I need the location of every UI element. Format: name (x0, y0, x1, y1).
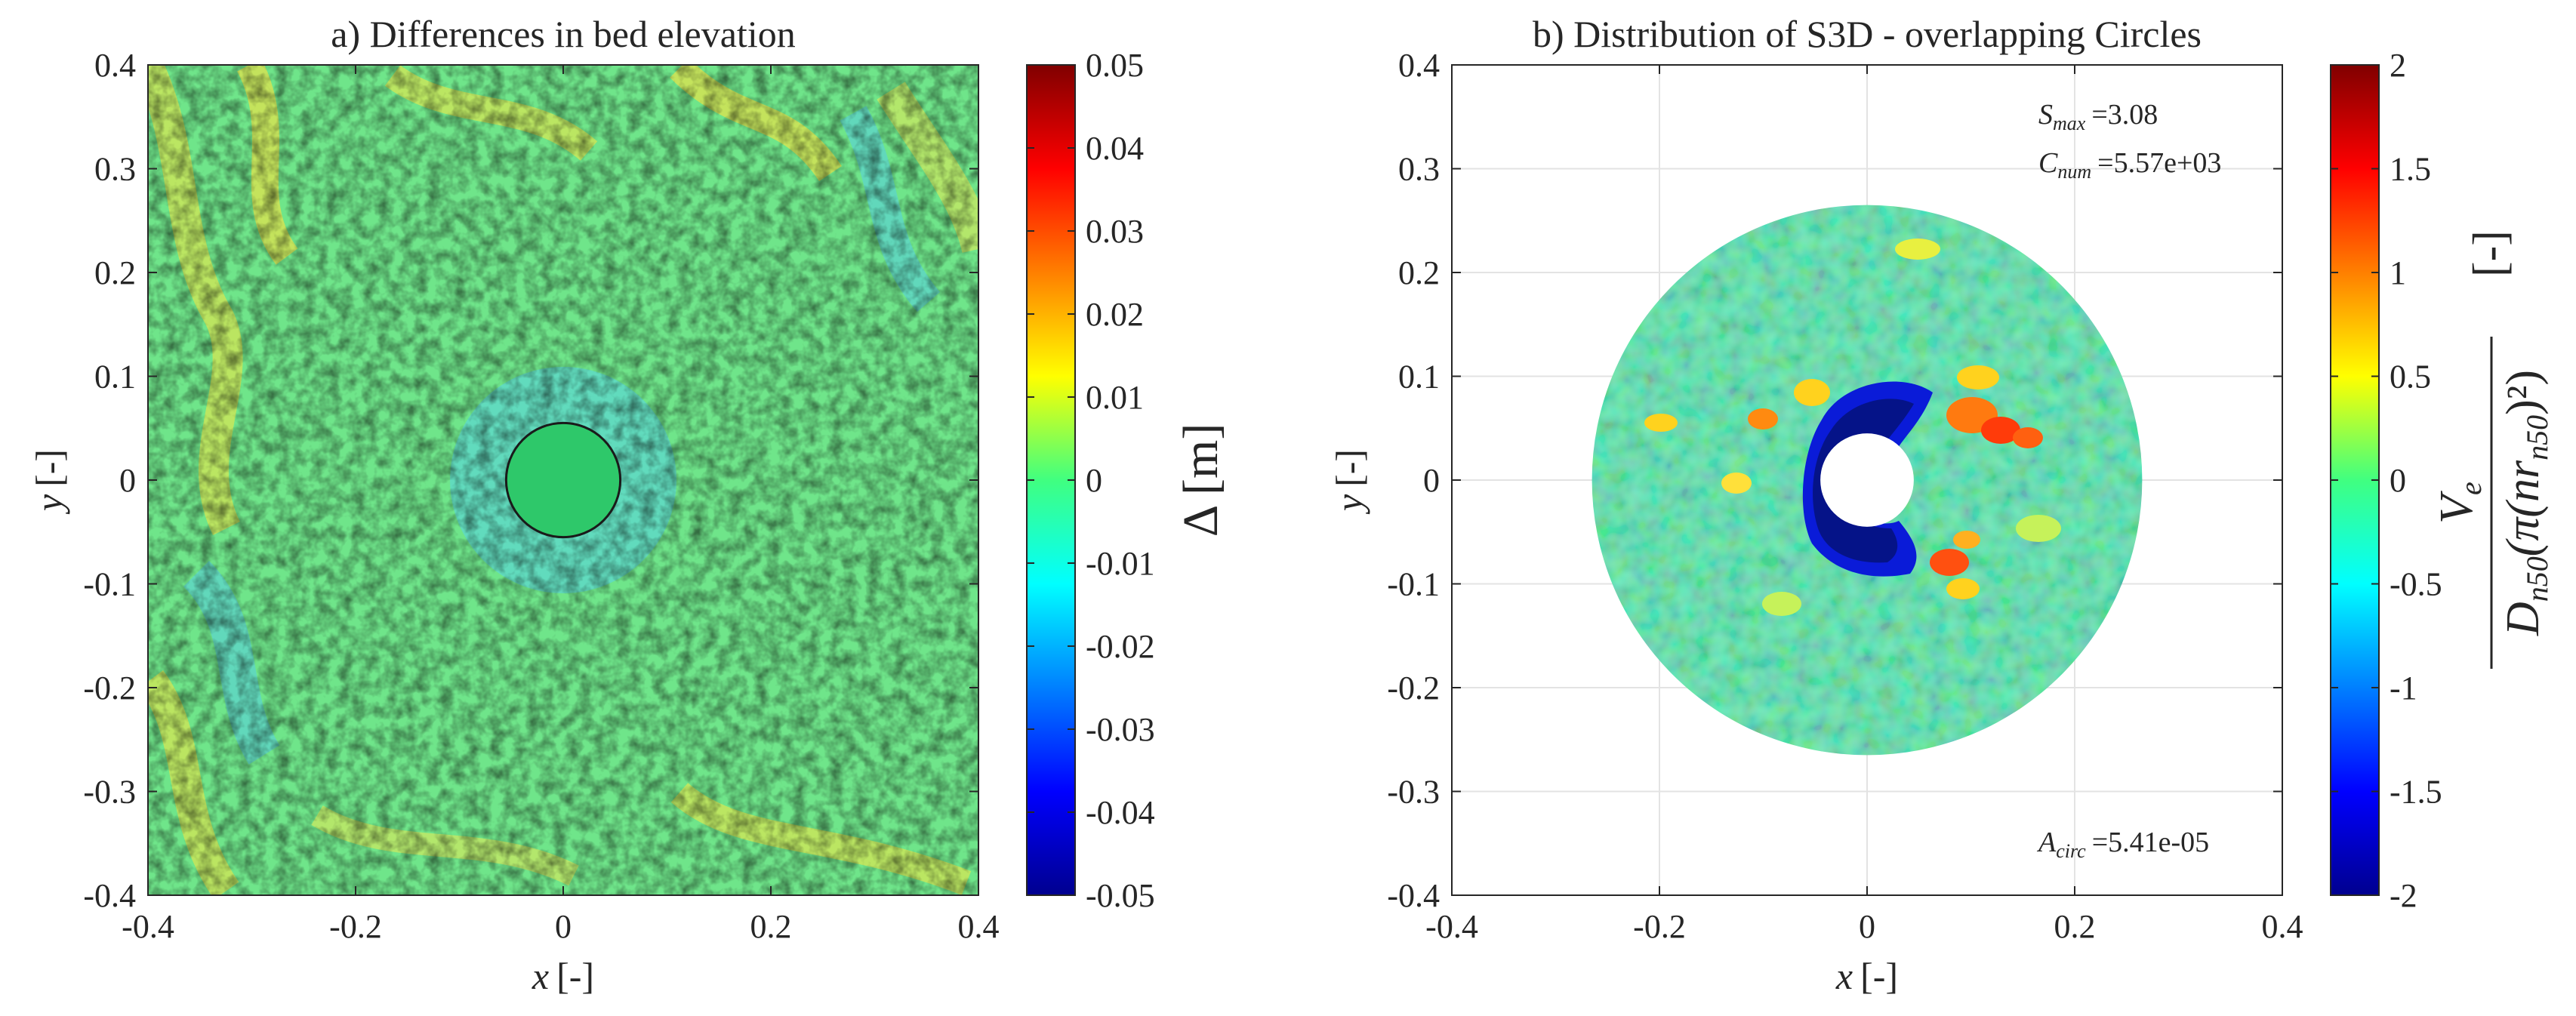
y-tick-label: 0.2 (94, 254, 136, 291)
y-tick-label: 0.3 (94, 151, 136, 188)
colorbar-tick-label: 0 (2390, 462, 2406, 499)
x-tick-label: 0.4 (958, 908, 1000, 945)
x-tick-label: 0.4 (2262, 908, 2303, 945)
y-tick-label: 0 (1423, 462, 1440, 499)
colorbar-tick-label: -0.02 (1086, 628, 1155, 665)
annotation-c-num: Cnum =5.57e+03 (2038, 147, 2221, 183)
y-tick-label: -0.2 (83, 670, 136, 707)
s3d-hotspots (1644, 239, 2061, 616)
colorbar-tick-label: 0.02 (1086, 296, 1144, 333)
y-tick-label: -0.4 (1387, 877, 1440, 914)
monopile (504, 421, 622, 539)
panel-b-ylabel: y[-] (1328, 449, 1370, 515)
y-tick-label: 0.2 (1398, 254, 1440, 291)
scour-deficit-core (1813, 399, 1914, 563)
x-tick-label: 0.2 (2054, 908, 2096, 945)
y-tick-label: -0.1 (83, 566, 136, 603)
panel-a-colorbar-label: Δ [m] (1173, 423, 1228, 537)
x-tick-label: -0.4 (122, 908, 174, 945)
colorbar-tick-label: 0.5 (2390, 359, 2431, 396)
y-tick-label: 0 (119, 462, 136, 499)
y-tick-label: -0.4 (83, 877, 136, 914)
deposition-patches (1748, 397, 2043, 576)
x-tick-label: -0.4 (1425, 908, 1478, 945)
panel-a-title: a) Differences in bed elevation (331, 13, 795, 55)
y-tick-label: -0.2 (1387, 670, 1440, 707)
panel-a-colorbar (1026, 64, 1076, 896)
x-tick-label: -0.2 (1633, 908, 1686, 945)
colorbar-tick-label: -0.05 (1086, 877, 1155, 914)
colorbar-tick-label: -0.01 (1086, 545, 1155, 582)
panel-a-xlabel: x [-] (532, 955, 594, 997)
y-tick-label: 0.1 (1398, 359, 1440, 396)
colorbar-tick-label: 0 (1086, 462, 1102, 499)
colorbar-tick-label: 1 (2390, 254, 2406, 291)
annotation-s-max: Smax =3.08 (2038, 99, 2158, 134)
panel-a: a) Differences in bed elevation -0.4 -0.2… (28, 13, 1228, 997)
panel-b-ticks: -0.4 -0.2 0 0.2 0.4 0.4 0.3 0.2 0.1 0 -0.1 -0.2 -0.3… (1387, 47, 2303, 945)
colorbar-label-numerator: Ve (2431, 482, 2488, 524)
y-tick-label: -0.1 (1387, 566, 1440, 603)
panel-a-ylabel: y[-] (28, 449, 70, 515)
colorbar-tick-label: -0.03 (1086, 711, 1155, 748)
monopile-hole (1820, 433, 1914, 527)
annotation-a-circ: Acirc =5.41e-05 (2036, 827, 2209, 862)
x-tick-label: -0.2 (329, 908, 382, 945)
panel-b-colorbar (2330, 64, 2380, 896)
y-tick-label: -0.3 (1387, 774, 1440, 811)
colorbar-tick-label: -1 (2390, 670, 2417, 707)
y-tick-label: 0.4 (1398, 47, 1440, 84)
panel-b-xlabel: x [-] (1835, 955, 1898, 997)
panel-b-colorbar-ticks: 2 1.5 1 0.5 0 -0.5 -1 -1.5 -2 (2331, 47, 2442, 914)
colorbar-tick-label: 0.04 (1086, 130, 1144, 167)
colorbar-tick-label: 0.05 (1086, 47, 1144, 84)
panel-b-field (1592, 205, 2143, 756)
x-tick-label: 0 (1859, 908, 1875, 945)
panel-a-colorbar-ticks: 0.05 0.04 0.03 0.02 0.01 0 -0.01 -0.02 -0.03 -0.0… (1027, 47, 1155, 914)
x-tick-label: 0.2 (750, 908, 792, 945)
colorbar-tick-label: 1.5 (2390, 151, 2431, 188)
panel-b-colorbar-label: Ve Dn50(π(nrn50)²) [-] (2431, 230, 2554, 669)
y-tick-label: 0.3 (1398, 151, 1440, 188)
colorbar-tick-label: 0.03 (1086, 213, 1144, 250)
colorbar-tick-label: -1.5 (2390, 774, 2442, 811)
colorbar-tick-label: -0.5 (2390, 566, 2442, 603)
panel-a-ticks: -0.4 -0.2 0 0.2 0.4 0.4 0.3 0.2 0.1 0 -0.1 -0.2 -0.3… (83, 47, 999, 945)
colorbar-tick-label: 0.01 (1086, 379, 1144, 416)
colorbar-tick-label: -0.04 (1086, 794, 1155, 831)
colorbar-label-denominator: Dn50(π(nrn50)²) (2497, 370, 2554, 636)
y-tick-label: 0.1 (94, 359, 136, 396)
colorbar-tick-label: 2 (2390, 47, 2406, 84)
y-tick-label: -0.3 (83, 774, 136, 811)
panel-b-title: b) Distribution of S3D - overlapping Cir… (1533, 13, 2202, 55)
panel-a-plot-area (148, 65, 978, 895)
x-tick-label: 0 (555, 908, 572, 945)
colorbar-tick-label: -2 (2390, 877, 2417, 914)
panel-b: b) Distribution of S3D - overlapping Cir… (1328, 13, 2554, 997)
y-tick-label: 0.4 (94, 47, 136, 84)
colorbar-label-unit: [-] (2464, 230, 2516, 277)
